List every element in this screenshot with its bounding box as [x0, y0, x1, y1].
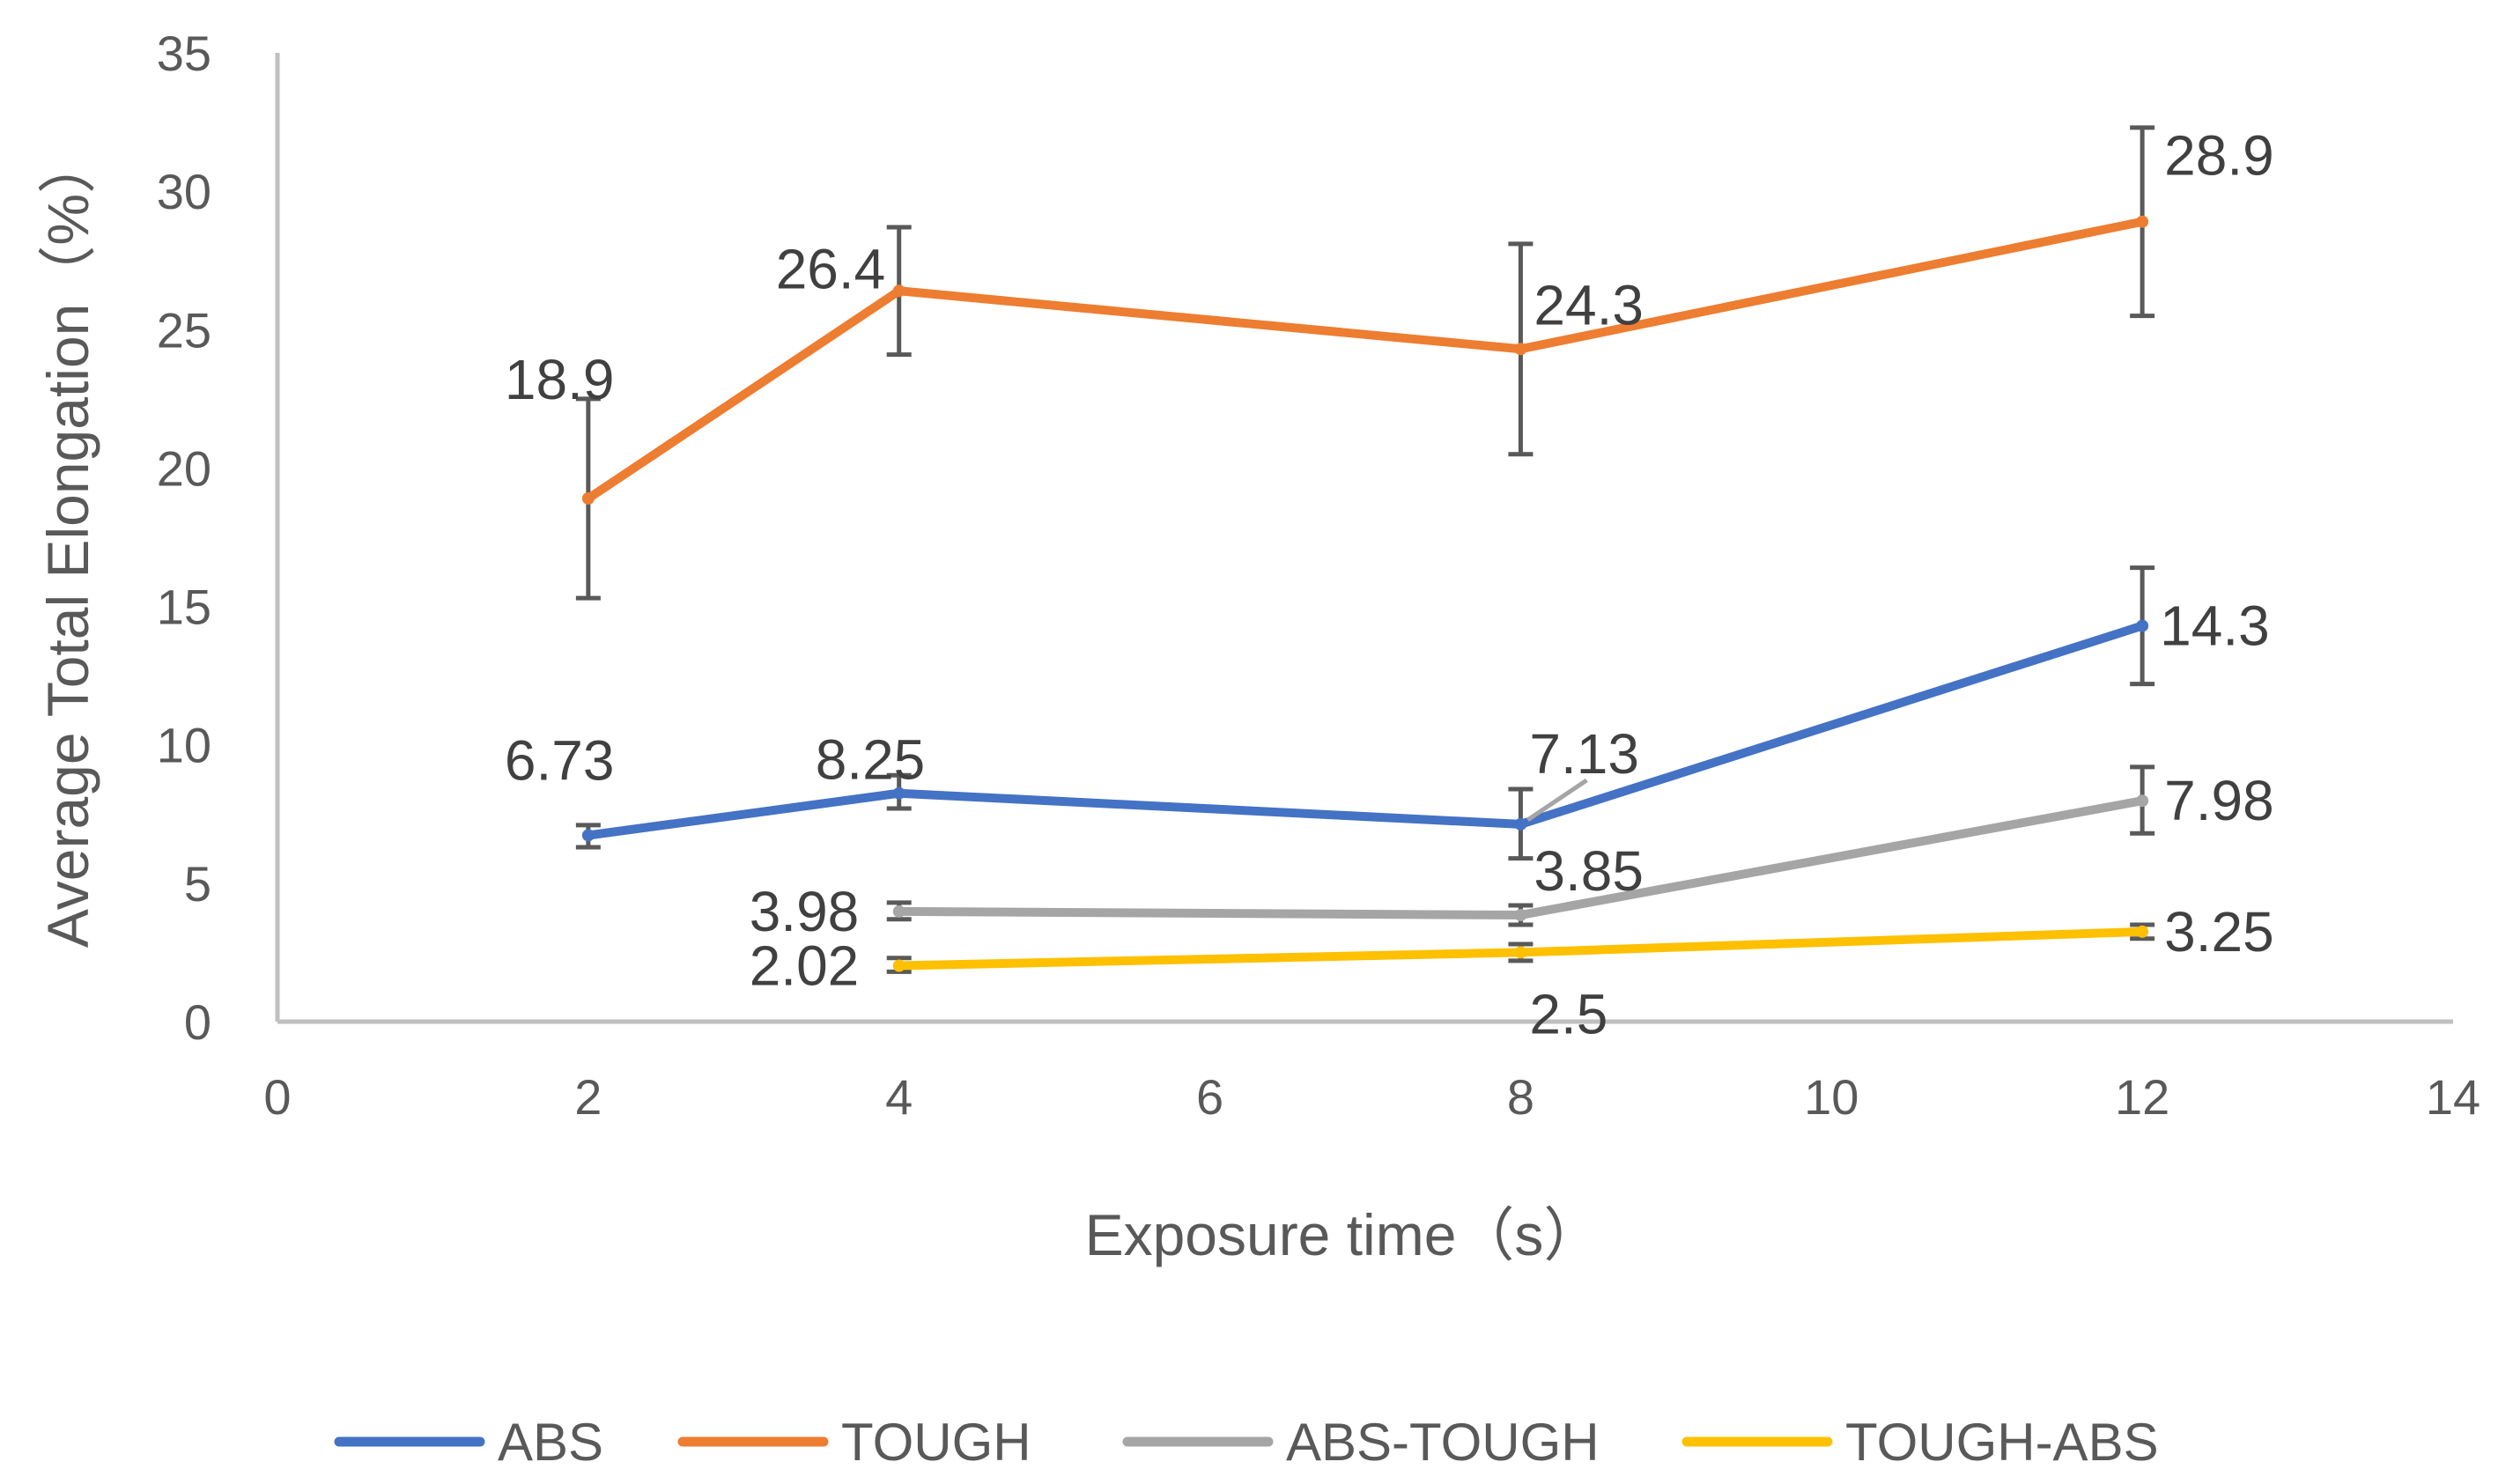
data-label: 6.73 [505, 728, 615, 792]
y-tick-label: 35 [157, 26, 211, 81]
data-point [1514, 343, 1527, 356]
data-point [892, 959, 905, 972]
legend-item-tough-abs: TOUGH-ABS [1681, 1413, 2159, 1472]
data-label: 28.9 [2164, 124, 2274, 188]
legend-item-abs-tough: ABS-TOUGH [1122, 1413, 1600, 1472]
legend: ABS TOUGH ABS-TOUGH TOUGH-ABS [334, 1413, 2159, 1472]
data-point [2136, 794, 2149, 808]
data-point [581, 492, 595, 505]
data-label: 2.5 [1529, 982, 1607, 1045]
legend-item-abs: ABS [334, 1413, 603, 1472]
y-tick-label: 10 [157, 718, 211, 773]
data-point [1514, 817, 1527, 831]
y-tick-label: 30 [157, 164, 211, 219]
data-label: 3.98 [750, 880, 860, 943]
data-label: 3.85 [1534, 839, 1644, 903]
x-tick-label: 10 [1804, 1069, 1859, 1125]
x-tick-label: 0 [263, 1069, 291, 1125]
series-lines [581, 215, 2149, 972]
data-point [892, 284, 905, 298]
series-line-tough [583, 217, 2147, 503]
legend-label: ABS [498, 1413, 603, 1472]
y-tick-label: 5 [184, 856, 211, 912]
data-point [2136, 619, 2149, 632]
x-tick-label: 12 [2115, 1069, 2169, 1125]
x-tick-label: 6 [1196, 1069, 1223, 1125]
data-labels: 6.73 8.25 7.13 14.3 18.9 26.4 24.3 28.9 3.98 3.85… [505, 124, 2274, 1046]
legend-label: TOUGH-ABS [1845, 1413, 2159, 1472]
x-tick-label: 8 [1507, 1069, 1534, 1125]
legend-label: TOUGH [841, 1413, 1031, 1472]
y-tick-label: 15 [157, 580, 211, 635]
data-point [1514, 946, 1527, 959]
y-axis-title: Average Total Elongation（%） [35, 136, 100, 948]
x-tick-label: 2 [574, 1069, 602, 1125]
data-point [892, 786, 905, 800]
data-label: 3.25 [2164, 900, 2274, 963]
label-leader-line [1526, 778, 1588, 822]
y-tick-label: 25 [157, 302, 211, 358]
x-axis-title: Exposure time（s） [1085, 1202, 1602, 1267]
legend-item-tough: TOUGH [677, 1413, 1031, 1472]
data-label: 18.9 [505, 348, 615, 411]
axes: 0 2 4 6 8 10 12 14 0 5 10 15 20 25 30 35 [157, 26, 2480, 1125]
data-label: 24.3 [1534, 273, 1644, 336]
data-point [2136, 215, 2149, 228]
data-point [892, 904, 905, 918]
data-label: 7.13 [1529, 722, 1639, 786]
data-label: 26.4 [776, 237, 886, 300]
data-point [2136, 925, 2149, 938]
data-point [581, 829, 595, 842]
y-tick-label: 0 [184, 994, 211, 1050]
data-point [1514, 909, 1527, 921]
y-tick-label: 20 [157, 440, 211, 496]
data-label: 7.98 [2164, 769, 2274, 832]
x-tick-label: 4 [885, 1069, 913, 1125]
legend-label: ABS-TOUGH [1286, 1413, 1600, 1472]
data-label: 8.25 [816, 728, 926, 792]
data-label: 14.3 [2160, 594, 2270, 658]
series-line-abs [583, 621, 2147, 840]
x-tick-label: 14 [2426, 1069, 2480, 1125]
data-label: 2.02 [750, 934, 860, 998]
